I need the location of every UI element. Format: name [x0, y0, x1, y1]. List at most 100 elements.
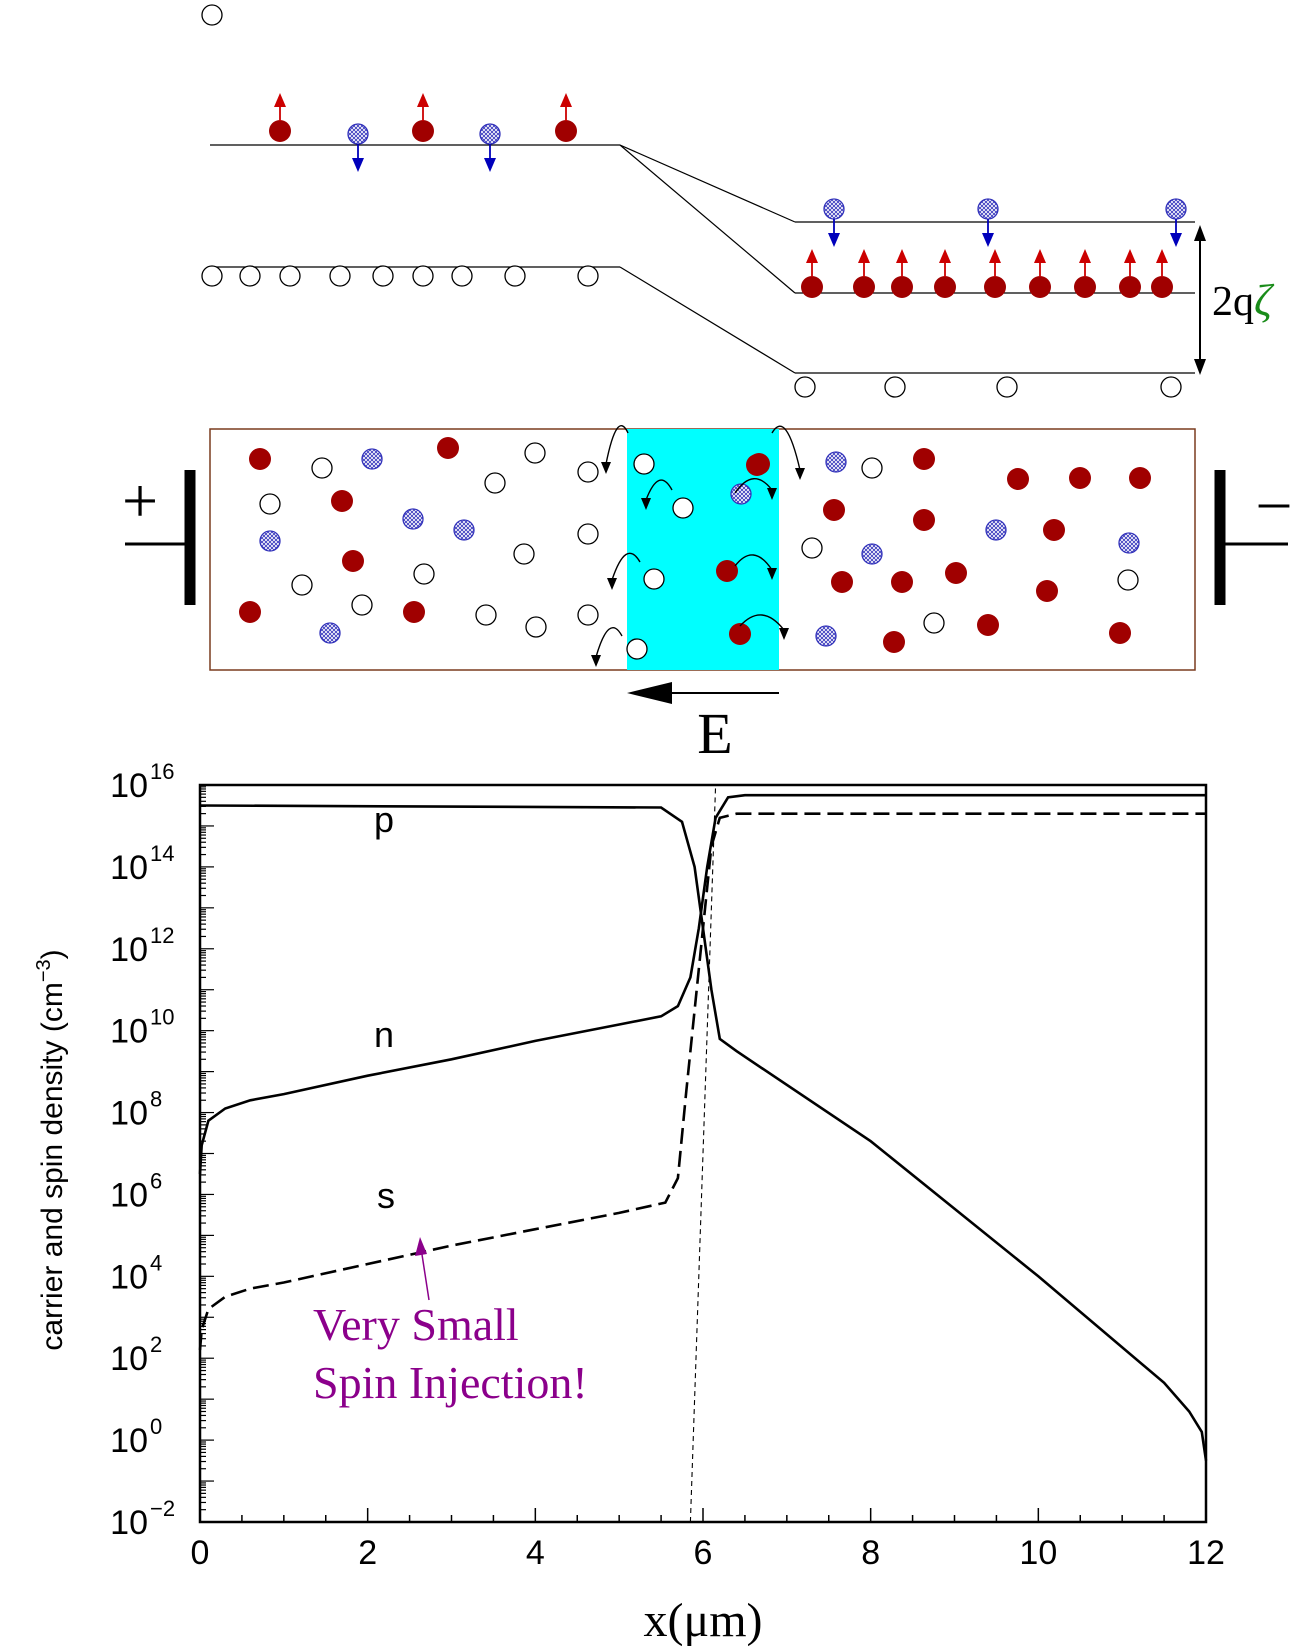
- electron-particle: [1151, 276, 1173, 298]
- electron-particle: [555, 120, 577, 142]
- hole-particle: [201, 4, 223, 26]
- x-tick-label: 12: [1187, 1534, 1225, 1572]
- curve-label-s: s: [377, 1175, 395, 1216]
- drift-arrow-head: [779, 628, 789, 640]
- spin-up-arrow-head: [989, 249, 1001, 263]
- spin-up-arrow-head: [560, 93, 572, 107]
- spin-down-particle: [361, 448, 383, 470]
- electron-particle: [1069, 467, 1091, 489]
- hole-particle: [504, 265, 526, 287]
- spin-up-arrow-head: [417, 93, 429, 107]
- spin-down-particle: [1118, 532, 1140, 554]
- electron-particle: [331, 490, 353, 512]
- y-tick-label: 10: [110, 1422, 148, 1460]
- curve-label-p: p: [374, 799, 394, 840]
- electron-particle: [716, 560, 738, 582]
- hole-particle: [577, 523, 599, 545]
- electron-particle: [891, 276, 913, 298]
- spin-down-arrow-head: [484, 158, 496, 172]
- splitting-label: 2qζ: [1212, 276, 1275, 325]
- spin-down-arrow-head: [1170, 233, 1182, 247]
- electron-particle: [269, 120, 291, 142]
- electron-particle: [748, 453, 770, 475]
- series-p-line: [199, 804, 1208, 1461]
- spin-down-particle: [985, 519, 1007, 541]
- spin-up-arrow-head: [806, 249, 818, 263]
- y-tick-label: 10: [110, 849, 148, 887]
- hole-particle: [311, 457, 333, 479]
- spin-down-particle: [1165, 198, 1187, 220]
- annotation-line-1: Very Small: [313, 1299, 519, 1350]
- electron-particle: [1119, 276, 1141, 298]
- drift-arrow: [645, 479, 673, 501]
- y-tick-exponent: 14: [150, 841, 174, 866]
- drift-arrow-head: [767, 568, 777, 580]
- series-guide-line: [689, 784, 717, 1523]
- hole-particle: [861, 457, 883, 479]
- electron-particle: [913, 448, 935, 470]
- electron-particle: [883, 631, 905, 653]
- electron-particle: [823, 499, 845, 521]
- drift-arrow: [595, 627, 623, 658]
- x-tick-label: 2: [358, 1534, 377, 1572]
- electron-particle: [831, 571, 853, 593]
- electron-particle: [801, 276, 823, 298]
- spin-down-particle: [977, 198, 999, 220]
- spin-up-arrow-head: [274, 93, 286, 107]
- spin-down-arrow-head: [828, 233, 840, 247]
- spin-down-particle: [453, 519, 475, 541]
- field-arrow-head: [627, 682, 672, 704]
- hole-particle: [1117, 569, 1139, 591]
- hole-particle: [239, 265, 261, 287]
- hole-particle: [475, 604, 497, 626]
- drift-arrow-head: [795, 468, 805, 480]
- y-tick-exponent: 16: [150, 759, 174, 784]
- x-tick-label: 8: [861, 1534, 880, 1572]
- spin-up-arrow-head: [1034, 249, 1046, 263]
- hole-particle: [626, 638, 648, 660]
- spin-up-arrow-head: [858, 249, 870, 263]
- electron-particle: [1029, 276, 1051, 298]
- spin-up-arrow-head: [1156, 249, 1168, 263]
- device-schematic: + – E: [122, 425, 1290, 766]
- electron-particle: [1109, 622, 1131, 644]
- electron-particle: [412, 120, 434, 142]
- x-tick-label: 10: [1019, 1534, 1057, 1572]
- drift-arrow: [605, 425, 629, 465]
- electron-particle: [729, 623, 751, 645]
- spin-up-arrow-head: [1124, 249, 1136, 263]
- electron-particle: [1036, 580, 1058, 602]
- y-tick-label: 10: [110, 1176, 148, 1214]
- electron-particle: [891, 571, 913, 593]
- hole-particle: [372, 265, 394, 287]
- drift-arrow: [611, 552, 641, 581]
- electron-particle: [1043, 519, 1065, 541]
- drift-arrow: [739, 614, 785, 631]
- y-tick-exponent: 2: [150, 1332, 162, 1357]
- x-tick-label: 6: [694, 1534, 713, 1572]
- spin-down-particle: [825, 451, 847, 473]
- annotation-arrow-head: [415, 1237, 427, 1256]
- hole-particle: [201, 265, 223, 287]
- series-n-line: [198, 793, 1206, 1175]
- plus-label: +: [122, 465, 158, 536]
- electron-particle: [1007, 468, 1029, 490]
- y-tick-exponent: 4: [150, 1250, 162, 1275]
- y-tick-label: 10: [110, 1504, 148, 1542]
- hole-particle: [577, 461, 599, 483]
- hole-particle: [524, 442, 546, 464]
- band-line: [619, 266, 796, 374]
- drift-arrow-head: [767, 488, 777, 500]
- curve-label-n: n: [374, 1014, 394, 1055]
- hole-particle: [672, 497, 694, 519]
- hole-particle: [633, 453, 655, 475]
- electron-particle: [934, 276, 956, 298]
- electron-particle: [342, 550, 364, 572]
- x-tick-label: 4: [526, 1534, 545, 1572]
- y-tick-exponent: 12: [150, 923, 174, 948]
- spin-up-arrow-head: [939, 249, 951, 263]
- electron-particle: [853, 276, 875, 298]
- annotation-arrow: [420, 1247, 430, 1301]
- hole-particle: [413, 563, 435, 585]
